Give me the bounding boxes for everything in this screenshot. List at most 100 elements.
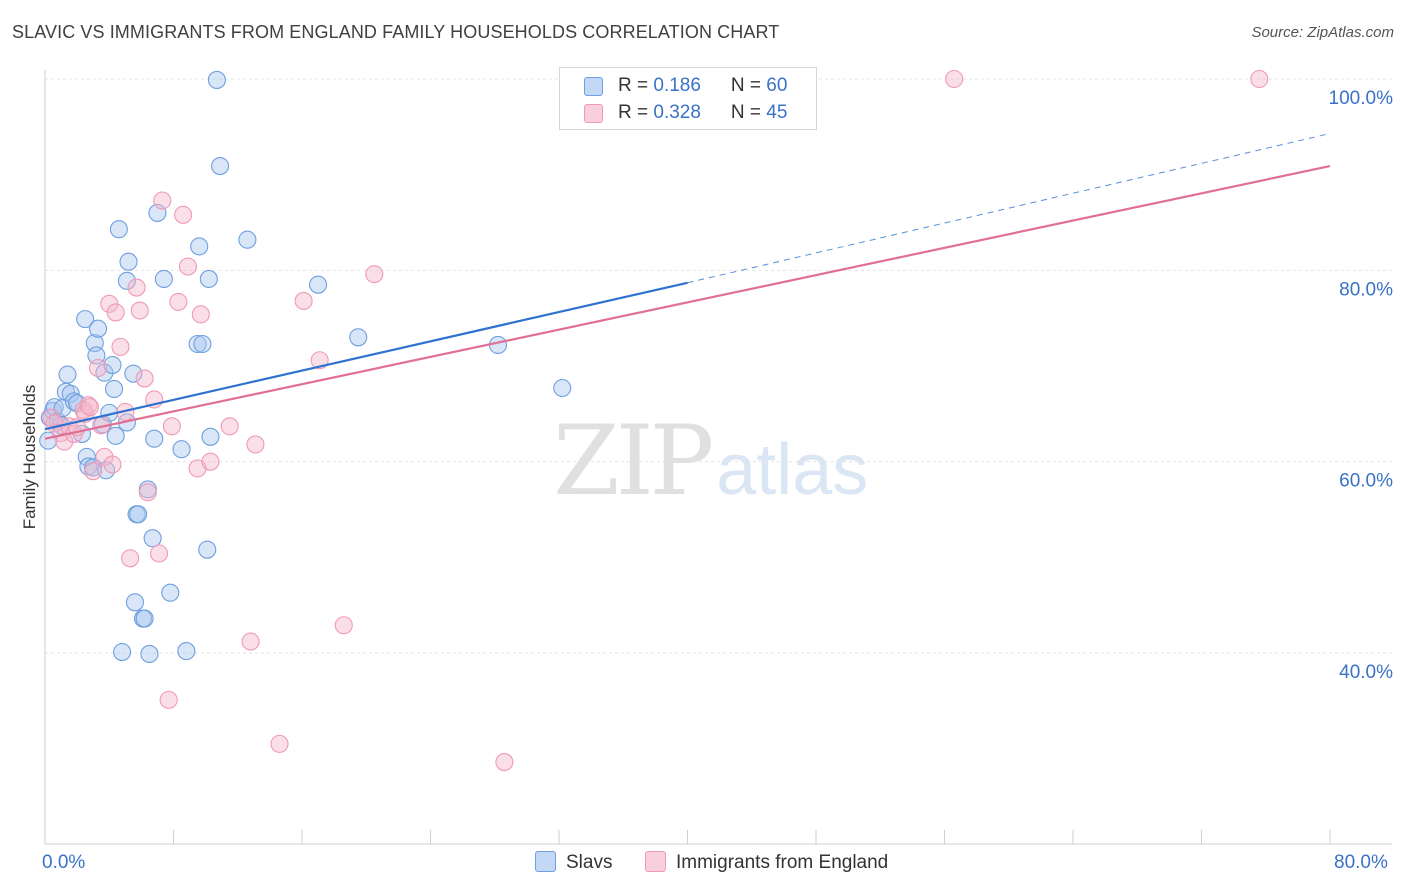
england-point: [246, 435, 265, 454]
slavs-point: [198, 540, 217, 559]
slavs-point: [106, 426, 125, 445]
england-point: [130, 301, 149, 320]
y-tick-labels: 40.0% 60.0% 80.0% 100.0%: [1329, 88, 1394, 683]
slavs-point: [172, 440, 191, 459]
slavs-point: [145, 429, 164, 448]
slavs-point: [177, 642, 196, 661]
data-points: [39, 69, 1269, 772]
slavs-point: [238, 230, 257, 249]
r-label: R =: [618, 75, 654, 96]
slavs-point: [190, 237, 209, 256]
x-tick-label-min: 0.0%: [42, 852, 86, 873]
england-point: [220, 417, 239, 436]
slavs-point: [201, 427, 220, 446]
slavs-trend-line: [44, 281, 688, 431]
england-point: [127, 278, 146, 297]
england-point: [201, 452, 220, 471]
n-value-slavs: 60: [766, 75, 788, 96]
england-swatch: [584, 104, 603, 123]
slavs-point: [124, 364, 143, 383]
england-point: [138, 483, 157, 502]
slavs-point: [117, 271, 136, 290]
england-point: [111, 337, 130, 356]
slavs-point: [193, 334, 212, 354]
england-point: [149, 544, 169, 563]
legend-label-england: Immigrants from England: [676, 852, 889, 873]
chart-title: SLAVIC VS IMMIGRANTS FROM ENGLAND FAMILY…: [12, 22, 780, 42]
slavs-point: [211, 157, 230, 176]
slavs-point: [125, 593, 144, 612]
england-point: [153, 191, 172, 210]
slavs-point: [109, 220, 128, 239]
slavs-point: [103, 355, 122, 375]
england-point: [270, 734, 289, 753]
r-value-slavs: 0.186: [653, 75, 701, 96]
r-value-england: 0.328: [653, 102, 701, 123]
england-point: [162, 417, 181, 436]
england-legend-swatch: [645, 851, 666, 872]
slavs-point: [135, 609, 154, 628]
slavs-point: [105, 379, 124, 399]
england-point: [42, 408, 61, 427]
slavs-point: [88, 319, 108, 338]
england-point: [80, 398, 100, 417]
axes: [44, 70, 1392, 845]
england-point: [191, 305, 210, 324]
slavs-legend-swatch: [535, 851, 556, 872]
stats-legend: R = 0.186 N = 60 R = 0.328 N = 45: [559, 67, 817, 130]
slavs-point: [154, 269, 173, 288]
slavs-trend-extension: [687, 133, 1331, 284]
england-point: [241, 632, 260, 651]
slavs-point: [349, 328, 368, 347]
slavs-point: [553, 378, 572, 398]
england-point: [178, 257, 198, 276]
watermark-zip: ZIP: [553, 405, 714, 517]
source-label: Source: ZipAtlas.com: [1251, 24, 1394, 41]
england-point: [121, 549, 140, 568]
england-trend-line: [44, 164, 1331, 440]
england-point: [169, 292, 188, 311]
slavs-point: [119, 252, 138, 271]
slavs-point: [309, 275, 328, 294]
slavs-point: [140, 644, 159, 664]
legend-label-slavs: Slavs: [566, 852, 613, 873]
y-tick-label: 40.0%: [1339, 662, 1393, 683]
gridlines: [45, 78, 1392, 654]
zipatlas-watermark: ZIPatlas: [553, 405, 868, 517]
england-point: [174, 205, 193, 224]
n-value-england: 45: [766, 102, 788, 123]
england-point: [294, 291, 313, 310]
slavs-point: [161, 583, 180, 602]
england-point: [1250, 69, 1269, 89]
england-point: [84, 462, 103, 481]
england-point: [88, 358, 108, 377]
slavs-point: [129, 505, 148, 524]
slavs-point: [207, 70, 226, 90]
slavs-swatch: [584, 77, 603, 96]
y-tick-label: 100.0%: [1329, 88, 1394, 109]
x-tick-label-max: 80.0%: [1334, 852, 1388, 873]
england-point: [159, 690, 178, 709]
england-point: [135, 369, 154, 388]
y-tick-label: 80.0%: [1339, 279, 1393, 300]
legend-item-england[interactable]: Immigrants from England: [645, 851, 888, 874]
england-point: [106, 303, 125, 322]
england-point: [945, 69, 964, 89]
england-point: [334, 616, 353, 635]
n-label: N =: [730, 102, 767, 123]
slavs-point: [143, 529, 162, 548]
england-point: [103, 455, 122, 474]
slavs-point: [113, 642, 132, 662]
slavs-point: [199, 269, 218, 288]
slavs-point: [58, 365, 77, 384]
watermark-atlas: atlas: [716, 430, 869, 510]
r-label: R =: [618, 102, 654, 123]
n-label: N =: [730, 75, 767, 96]
england-point: [365, 265, 384, 284]
slavs-point: [188, 334, 207, 354]
england-point: [495, 753, 514, 772]
legend-item-slavs[interactable]: Slavs: [535, 851, 612, 874]
slavs-point: [76, 310, 95, 329]
y-tick-label: 60.0%: [1339, 471, 1393, 492]
